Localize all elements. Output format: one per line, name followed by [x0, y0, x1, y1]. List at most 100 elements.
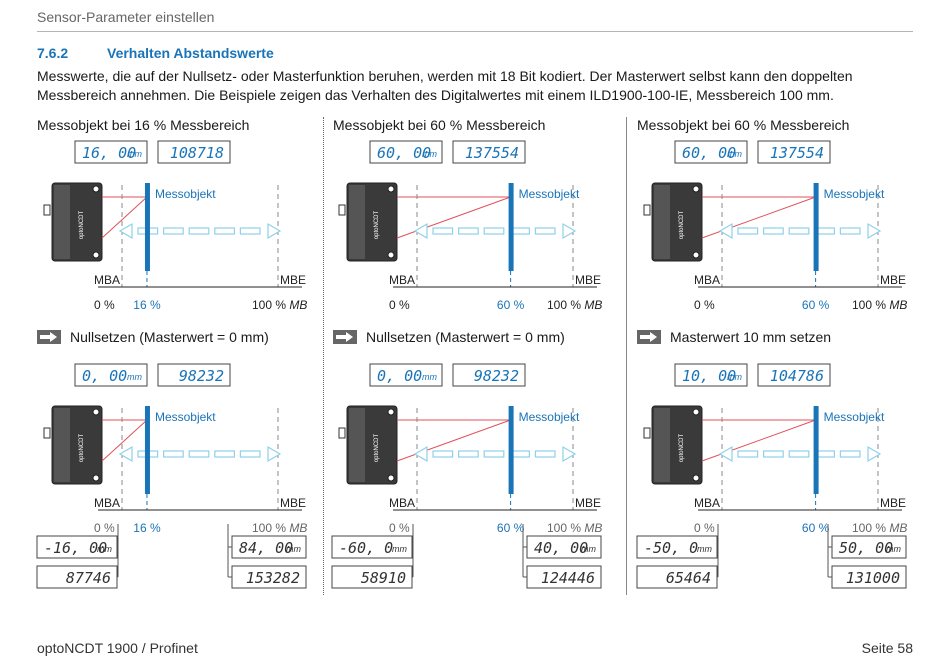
range-arrow: [118, 445, 282, 463]
target-object: [508, 406, 514, 494]
sensor-brand-label: optoNCDT: [79, 210, 85, 239]
lcd-value: 124446: [541, 569, 595, 587]
mbe-label: MBE: [280, 273, 306, 287]
target-label: Messobjekt: [155, 410, 216, 424]
lcd-digital: 108718: [157, 140, 231, 164]
lcd-unit: mm: [422, 149, 437, 159]
section-title: Verhalten Abstandswerte: [107, 45, 274, 61]
target-object: [508, 183, 514, 271]
laser-beam-reflected: [101, 196, 148, 239]
lcd-mba-digital: 87746: [36, 565, 118, 589]
sensor-icon: optoNCDT: [643, 405, 703, 485]
lcd-unit: mm: [286, 544, 301, 554]
position-pct-label: 60 %: [497, 298, 525, 312]
range-arrow: [413, 222, 577, 240]
position-pct-label: 60 %: [497, 521, 525, 535]
zero-pct-label: 0 %: [94, 298, 115, 312]
lcd-unit: mm: [727, 372, 742, 382]
sensor-brand-label: optoNCDT: [79, 433, 85, 462]
zero-pct-label: 0 %: [389, 521, 410, 535]
arrow-right-icon: [333, 330, 357, 344]
mbe-label: MBE: [880, 273, 906, 287]
hundred-pct-label: 100 % MB: [252, 298, 307, 312]
position-pct-label: 60 %: [802, 521, 830, 535]
lcd-value: 40, 00: [534, 539, 588, 557]
lcd-value: 0, 00: [377, 367, 422, 385]
lcd-mbe-digital: 153282: [231, 565, 307, 589]
lcd-unit: mm: [127, 149, 142, 159]
mbe-label: MBE: [575, 273, 601, 287]
target-object: [144, 183, 150, 271]
lcd-unit: mm: [97, 544, 112, 554]
lcd-value: 65464: [666, 569, 711, 587]
header-rule: [37, 31, 913, 32]
lcd-value: 98232: [474, 367, 519, 385]
lcd-digital: 98232: [157, 363, 231, 387]
lcd-value: 98232: [179, 367, 224, 385]
lcd-value: 0, 00: [82, 367, 127, 385]
hundred-pct-label: 100 % MB: [852, 521, 907, 535]
lcd-value: 50, 00: [839, 539, 893, 557]
target-object: [144, 406, 150, 494]
mba-label: MBA: [694, 496, 720, 510]
lcd-value: 87746: [66, 569, 111, 587]
lcd-mba-digital: 65464: [636, 565, 718, 589]
column-2-step-label: Nullsetzen (Masterwert = 0 mm): [366, 329, 565, 345]
lcd-value: 84, 00: [239, 539, 293, 557]
mba-label: MBA: [94, 496, 120, 510]
range-arrow: [718, 222, 882, 240]
sensor-brand-label: optoNCDT: [679, 210, 685, 239]
target-label: Messobjekt: [824, 187, 885, 201]
target-object: [813, 183, 819, 271]
zero-pct-label: 0 %: [694, 521, 715, 535]
footer-product: optoNCDT 1900 / Profinet: [37, 640, 198, 656]
target-label: Messobjekt: [155, 187, 216, 201]
sensor-icon: optoNCDT: [643, 182, 703, 262]
lcd-value: -16, 00: [44, 539, 107, 557]
lcd-digital: 104786: [757, 363, 831, 387]
column-3-title: Messobjekt bei 60 % Messbereich: [637, 117, 850, 133]
mba-label: MBA: [389, 273, 415, 287]
range-arrow: [413, 445, 577, 463]
footer-page: Seite 58: [861, 640, 913, 656]
column-2-step: Nullsetzen (Masterwert = 0 mm): [333, 329, 565, 345]
lcd-value: 153282: [246, 569, 300, 587]
intro-paragraph: Messwerte, die auf der Nullsetz- oder Ma…: [37, 68, 853, 103]
lcd-distance: mm0, 00: [74, 363, 148, 387]
lcd-mba-distance: mm-16, 00: [36, 535, 118, 559]
hundred-pct-label: 100 % MB: [852, 298, 907, 312]
lcd-unit: mm: [886, 544, 901, 554]
mbe-label: MBE: [280, 496, 306, 510]
lcd-value: 108718: [170, 144, 224, 162]
lcd-mba-distance: mm-60, 0: [331, 535, 413, 559]
range-arrow: [718, 445, 882, 463]
lcd-unit: mm: [727, 149, 742, 159]
lcd-unit: mm: [697, 544, 712, 554]
column-separator-solid: [626, 117, 627, 595]
hundred-pct-label: 100 % MB: [547, 298, 602, 312]
lcd-distance: mm0, 00: [369, 363, 443, 387]
lcd-digital: 137554: [757, 140, 831, 164]
lcd-value: 60, 00: [377, 144, 431, 162]
lcd-value: 58910: [361, 569, 406, 587]
sensor-brand-label: optoNCDT: [374, 210, 380, 239]
lcd-unit: mm: [581, 544, 596, 554]
range-arrow: [118, 222, 282, 240]
position-pct-label: 16 %: [133, 298, 161, 312]
column-1-step: Nullsetzen (Masterwert = 0 mm): [37, 329, 269, 345]
sensor-icon: optoNCDT: [43, 182, 103, 262]
sensor-brand-label: optoNCDT: [374, 433, 380, 462]
lcd-digital: 98232: [452, 363, 526, 387]
arrow-right-icon: [37, 330, 61, 344]
lcd-value: 60, 00: [682, 144, 736, 162]
column-2-title: Messobjekt bei 60 % Messbereich: [333, 117, 546, 133]
lcd-mba-digital: 58910: [331, 565, 413, 589]
